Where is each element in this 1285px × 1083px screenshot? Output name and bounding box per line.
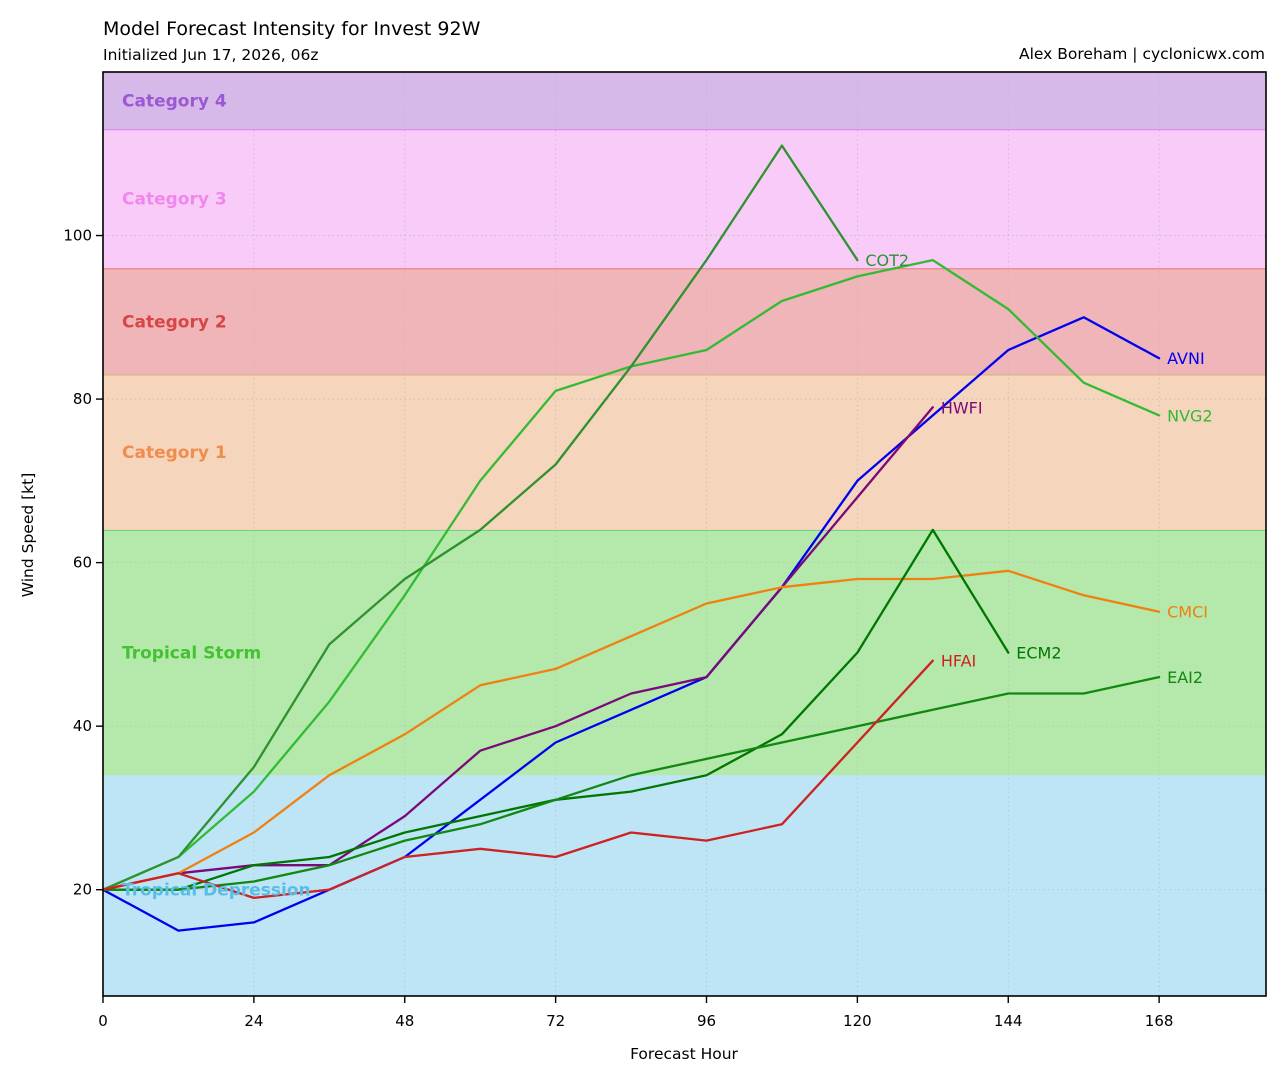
chart-credit: Alex Boreham | cyclonicwx.com <box>1019 45 1265 63</box>
band-label-category-4: Category 4 <box>122 92 227 112</box>
y-tick-label-60: 60 <box>73 554 92 572</box>
x-tick-label-144: 144 <box>994 1012 1023 1030</box>
series-label-eai2: EAI2 <box>1167 668 1203 687</box>
series-line-hfai <box>101 659 934 900</box>
series-label-cot2: COT2 <box>865 251 909 270</box>
model-series <box>101 144 1161 932</box>
y-tick-label-100: 100 <box>63 227 92 245</box>
series-line-eai2 <box>101 675 1161 891</box>
x-tick-label-120: 120 <box>843 1012 872 1030</box>
y-tick-label-80: 80 <box>73 390 92 408</box>
y-tick-label-20: 20 <box>73 881 92 899</box>
y-axis-label: Wind Speed [kt] <box>19 473 37 598</box>
y-tick-label-40: 40 <box>73 717 92 735</box>
band-label-category-3: Category 3 <box>122 190 227 210</box>
band-label-category-2: Category 2 <box>122 312 227 332</box>
band-label-tropical-storm: Tropical Storm <box>122 644 261 664</box>
chart-subtitle: Initialized Jun 17, 2026, 06z <box>103 46 319 64</box>
band-category-4 <box>103 72 1266 130</box>
x-tick-label-168: 168 <box>1145 1012 1174 1030</box>
series-line-cot2 <box>101 144 859 891</box>
x-axis-label: Forecast Hour <box>630 1045 738 1063</box>
plot-frame <box>102 71 1267 997</box>
band-category-1 <box>103 374 1266 530</box>
chart-title: Model Forecast Intensity for Invest 92W <box>103 18 481 40</box>
axes: 0 24 48 72 96 120 144 168 20 40 60 80 100 <box>63 71 1267 1030</box>
band-category-3 <box>103 129 1266 269</box>
series-label-avni: AVNI <box>1167 349 1205 368</box>
intensity-band-labels: Tropical Depression Tropical Storm Categor… <box>122 92 311 901</box>
x-tick-label-24: 24 <box>244 1012 263 1030</box>
series-line-cmci <box>101 569 1161 891</box>
series-label-ecm2: ECM2 <box>1016 644 1061 663</box>
intensity-bands <box>103 72 1266 996</box>
band-tropical-storm <box>103 529 1266 776</box>
series-label-hwfi: HWFI <box>941 398 983 417</box>
model-series-labels: AVNI NVG2 COT2 HWFI CMCI ECM2 EAI2 HFAI <box>865 251 1212 687</box>
band-label-tropical-depression: Tropical Depression <box>122 881 311 901</box>
band-label-category-1: Category 1 <box>122 443 227 463</box>
x-tick-label-96: 96 <box>697 1012 716 1030</box>
series-line-hwfi <box>101 406 934 891</box>
x-tick-label-0: 0 <box>98 1012 108 1030</box>
series-label-hfai: HFAI <box>941 652 976 671</box>
x-tick-label-48: 48 <box>395 1012 414 1030</box>
series-label-nvg2: NVG2 <box>1167 406 1213 425</box>
series-label-cmci: CMCI <box>1167 603 1208 622</box>
band-tropical-depression <box>103 775 1266 996</box>
series-line-avni <box>101 316 1161 932</box>
x-tick-label-72: 72 <box>546 1012 565 1030</box>
